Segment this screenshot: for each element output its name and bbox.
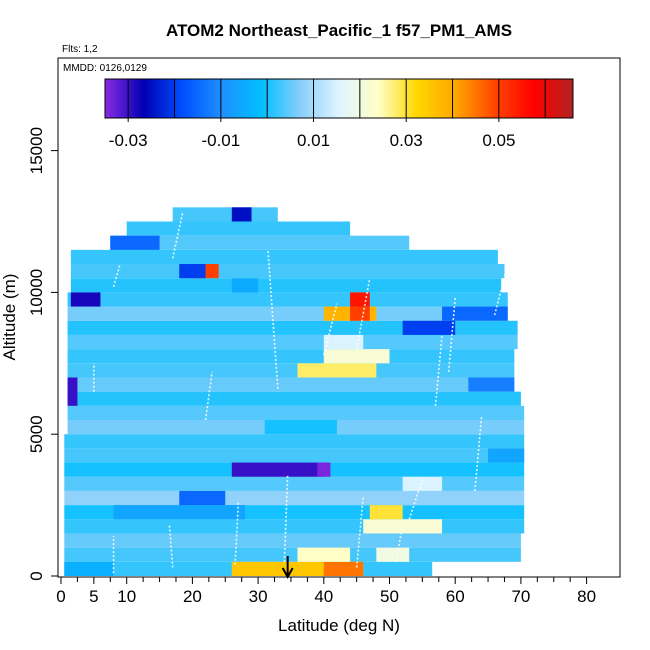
heatmap-cell bbox=[67, 349, 515, 364]
heatmap-cell bbox=[113, 505, 245, 520]
flight-track-segment bbox=[283, 473, 289, 562]
heatmap-cell bbox=[231, 278, 259, 293]
heatmap-cell bbox=[67, 306, 508, 321]
dates-note: MMDD: 0126,0129 bbox=[63, 63, 147, 74]
y-tick-label: 10000 bbox=[27, 269, 46, 316]
heatmap-cell bbox=[110, 235, 160, 250]
heatmap-cell bbox=[323, 334, 364, 350]
x-tick-label: 50 bbox=[380, 587, 399, 606]
heatmap-cell bbox=[376, 547, 410, 562]
colorbar-tick-label: 0.05 bbox=[482, 131, 515, 150]
flight-track-segment bbox=[355, 278, 371, 350]
heatmap-cell bbox=[264, 420, 337, 435]
heatmap-cell bbox=[67, 292, 508, 307]
heatmap-cell bbox=[231, 462, 324, 477]
heatmap-cell bbox=[67, 405, 525, 421]
heatmap-cell bbox=[67, 391, 521, 406]
colorbar-tick-label: 0.03 bbox=[390, 131, 423, 150]
x-axis: 0 5 10 20 30 40 50 60 70 80 bbox=[56, 577, 596, 606]
heatmap-cell bbox=[64, 561, 114, 576]
colorbar-tick-label: 0.01 bbox=[297, 131, 330, 150]
heatmap-cell bbox=[70, 278, 502, 293]
heatmap-cell bbox=[402, 320, 456, 335]
heatmap-cell bbox=[172, 207, 278, 222]
heatmap-cells bbox=[64, 207, 525, 576]
y-axis-title: Altitude (m) bbox=[0, 274, 19, 361]
colorbar-tick-label: -0.03 bbox=[109, 131, 148, 150]
x-tick-label: 5 bbox=[89, 587, 98, 606]
y-tick-label: 15000 bbox=[27, 127, 46, 174]
x-tick-label: 0 bbox=[56, 587, 65, 606]
flight-track-overlay bbox=[93, 212, 509, 574]
heatmap-cell bbox=[323, 349, 390, 364]
heatmap-cell bbox=[64, 434, 525, 449]
heatmap-cell bbox=[402, 476, 443, 491]
heatmap-cell bbox=[442, 306, 508, 321]
flight-track-segment bbox=[267, 249, 279, 389]
flight-track-segment bbox=[447, 298, 456, 372]
heatmap-cell bbox=[323, 561, 364, 576]
x-tick-label: 30 bbox=[249, 587, 268, 606]
heatmap-cell bbox=[179, 490, 226, 506]
colorbar-bar bbox=[104, 78, 574, 119]
x-tick-label: 10 bbox=[117, 587, 136, 606]
heatmap-cell bbox=[70, 264, 505, 279]
heatmap-cell bbox=[369, 505, 403, 520]
chart-title: ATOM2 Northeast_Pacific_1 f57_PM1_AMS bbox=[166, 21, 512, 40]
flight-track-segment bbox=[204, 371, 213, 421]
plot-frame bbox=[57, 57, 621, 578]
flight-track-segment bbox=[474, 417, 483, 491]
heatmap-cell bbox=[468, 377, 515, 392]
heatmap-cell bbox=[67, 377, 515, 392]
x-tick-label: 40 bbox=[314, 587, 333, 606]
heatmap-cell bbox=[64, 519, 525, 534]
flights-note: Flts: 1,2 bbox=[62, 44, 98, 55]
arrow-head bbox=[281, 567, 294, 580]
heatmap-cell bbox=[70, 292, 101, 307]
heatmap-cell bbox=[350, 306, 370, 321]
heatmap-cell bbox=[67, 377, 78, 406]
heatmap-cell bbox=[67, 363, 515, 378]
x-axis-title: Latitude (deg N) bbox=[278, 616, 400, 635]
heatmap-cell bbox=[64, 448, 525, 463]
heatmap-cell bbox=[179, 264, 206, 279]
heatmap-cell bbox=[64, 476, 525, 491]
y-tick-label: 5000 bbox=[27, 415, 46, 453]
flight-track-segment bbox=[234, 502, 240, 565]
flight-track-segment bbox=[493, 263, 509, 316]
latitude-arrow-marker bbox=[281, 556, 294, 580]
heatmap-cell bbox=[317, 462, 331, 477]
heatmap-cell bbox=[64, 533, 521, 548]
heatmap-cell bbox=[488, 448, 525, 463]
x-tick-label: 60 bbox=[446, 587, 465, 606]
heatmap-cell bbox=[64, 547, 521, 562]
colorbar: -0.03 -0.01 0.01 0.03 0.05 bbox=[104, 78, 574, 150]
flight-track-segment bbox=[168, 524, 174, 568]
heatmap-cell bbox=[231, 207, 252, 222]
heatmap-cell bbox=[70, 249, 498, 265]
heatmap-cell bbox=[64, 490, 525, 506]
heatmap-cell bbox=[297, 547, 351, 562]
x-tick-label: 70 bbox=[511, 587, 530, 606]
heatmap-cell bbox=[110, 235, 410, 250]
x-tick-label: 20 bbox=[183, 587, 202, 606]
y-tick-label: 0 bbox=[27, 571, 46, 580]
heatmap-cell bbox=[126, 221, 351, 236]
colorbar-tick-label: -0.01 bbox=[201, 131, 240, 150]
heatmap-cell bbox=[297, 363, 377, 378]
flight-track-segment bbox=[408, 479, 424, 520]
x-tick-label: 80 bbox=[577, 587, 596, 606]
heatmap-cell bbox=[67, 334, 518, 350]
y-axis: 0 5000 10000 15000 bbox=[27, 127, 58, 581]
flight-track-segment bbox=[323, 303, 338, 355]
heatmap-cell bbox=[350, 292, 370, 307]
